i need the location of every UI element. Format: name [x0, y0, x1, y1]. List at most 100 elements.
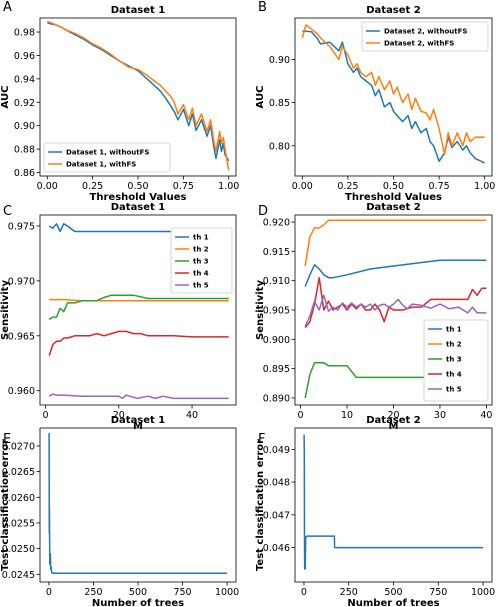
x-axis-label: Number of trees [347, 598, 439, 607]
y-tick-label: 0.98 [14, 28, 35, 39]
x-tick-label: 0.50 [383, 181, 404, 192]
legend-label: Dataset 2, withoutFS [384, 28, 467, 36]
legend-label: th 5 [193, 282, 209, 290]
series-line-3 [48, 294, 229, 320]
chart-title: Dataset 1 [111, 5, 166, 16]
y-tick-label: 0.92 [14, 98, 35, 109]
y-tick-label: 0.0245 [2, 570, 35, 581]
y-tick-label: 0.0250 [2, 544, 35, 555]
x-tick-label: 0.75 [429, 181, 450, 192]
y-tick-label: 0.0265 [2, 467, 35, 478]
axes-frame [294, 427, 493, 583]
legend-label: th 1 [193, 234, 209, 242]
x-tick-label: 0 [42, 410, 48, 421]
y-tick-label: 0.047 [263, 510, 290, 521]
x-tick-label: 20 [113, 410, 125, 421]
x-axis-label: Number of trees [92, 598, 184, 607]
series-line-1 [302, 30, 486, 164]
panel-a: A Dataset 1 0.00 0.25 0.50 0.75 1.00 0.86 0.88 0.… [0, 0, 239, 203]
y-tick-label: 0.900 [263, 335, 290, 346]
panel-c: C Dataset 1 0 20 40 0.960 0.965 0.970 0.975 M Sens… [0, 202, 237, 432]
y-tick-label: 0.0270 [2, 441, 35, 452]
panel-d: D Dataset 2 0 10 20 30 40 0.890 0.895 0.900 0.905 0… [255, 202, 492, 432]
x-tick-label: 0 [298, 410, 304, 421]
x-tick-label: 0.25 [82, 181, 103, 192]
panel-letter: A [3, 0, 12, 15]
x-axis-label: Threshold Values [90, 192, 187, 203]
legend-label: th 2 [193, 246, 209, 254]
axes-frame [39, 214, 237, 406]
series-line-1 [304, 259, 487, 287]
y-axis-label: Sensitivity [0, 280, 11, 340]
series-line-2 [301, 24, 485, 156]
legend-box [170, 227, 233, 294]
panel-letter: C [3, 204, 12, 219]
y-tick-label: 0.905 [263, 306, 290, 317]
y-tick-label: 0.90 [14, 121, 35, 132]
y-axis-label: Test classification error [0, 439, 11, 571]
series-line-2 [304, 219, 487, 267]
x-tick-label: 40 [186, 410, 198, 421]
y-tick-label: 0.96 [14, 51, 35, 62]
x-tick-label: 0.00 [37, 181, 58, 192]
series-line-2 [47, 20, 230, 171]
legend: Dataset 1, withoutFS Dataset 1, withFS [43, 142, 171, 173]
x-tick-label: 1000 [215, 587, 239, 598]
x-axis-label: M [133, 421, 143, 432]
panel-b: B Dataset 2 0.00 0.25 0.50 0.75 1.00 0.80 0.85 0.… [255, 0, 495, 203]
series-line-1 [48, 433, 228, 575]
x-tick-label: 250 [340, 587, 358, 598]
legend-label: Dataset 1, withoutFS [66, 149, 149, 157]
chart-title: Dataset 1 [111, 202, 166, 213]
series-line-2 [49, 298, 229, 302]
legend-label: th 3 [446, 356, 462, 364]
panel-e: E Dataset 1 0 250 500 750 1000 0.0245 0.0250 0.02… [0, 415, 239, 607]
y-tick-label: 0.970 [8, 276, 35, 287]
y-tick-label: 0.86 [14, 168, 35, 179]
x-tick-label: 0.75 [173, 181, 194, 192]
series-line-1 [303, 434, 483, 570]
series-line-5 [48, 393, 229, 400]
chart-title: Dataset 2 [366, 415, 421, 426]
chart-title: Dataset 2 [366, 202, 421, 213]
legend: Dataset 2, withoutFS Dataset 2, withFS [361, 21, 489, 52]
x-tick-label: 30 [434, 410, 446, 421]
x-axis-label: Threshold Values [345, 192, 442, 203]
legend-label: th 2 [446, 341, 462, 349]
y-tick-label: 0.85 [269, 98, 290, 109]
panel-letter: B [258, 0, 267, 15]
series-line-1 [48, 223, 229, 233]
legend: th 1 th 2 th 3 th 4 th 5 [423, 319, 489, 402]
x-tick-label: 750 [429, 587, 447, 598]
legend-box [43, 142, 171, 173]
legend-box [423, 319, 489, 402]
axes-frame [39, 427, 237, 583]
legend-box [361, 21, 489, 52]
chart-title: Dataset 2 [366, 5, 421, 16]
chart-title: Dataset 1 [111, 415, 166, 426]
y-tick-label: 0.965 [8, 331, 35, 342]
y-tick-label: 0.048 [263, 478, 290, 489]
y-tick-label: 0.049 [263, 445, 290, 456]
legend-label: th 4 [446, 371, 462, 379]
legend-label: th 4 [193, 270, 209, 278]
series-line-1 [47, 21, 230, 162]
y-tick-label: 0.915 [263, 247, 290, 258]
y-tick-label: 0.0255 [2, 518, 35, 529]
x-tick-label: 20 [387, 410, 399, 421]
series-line-5 [304, 294, 487, 327]
series-line-4 [48, 330, 229, 356]
y-tick-label: 0.90 [269, 55, 290, 66]
legend-label: Dataset 1, withFS [66, 161, 136, 169]
x-tick-label: 1000 [471, 587, 495, 598]
legend-label: th 5 [446, 386, 462, 394]
y-axis-label: AUC [0, 86, 11, 109]
legend: th 1 th 2 th 3 th 4 th 5 [170, 227, 233, 294]
x-tick-label: 10 [341, 410, 353, 421]
legend-label: th 1 [446, 326, 462, 334]
x-tick-label: 500 [384, 587, 402, 598]
x-tick-label: 0 [301, 587, 307, 598]
y-tick-label: 0.88 [14, 145, 35, 156]
y-tick-label: 0.920 [263, 218, 290, 229]
